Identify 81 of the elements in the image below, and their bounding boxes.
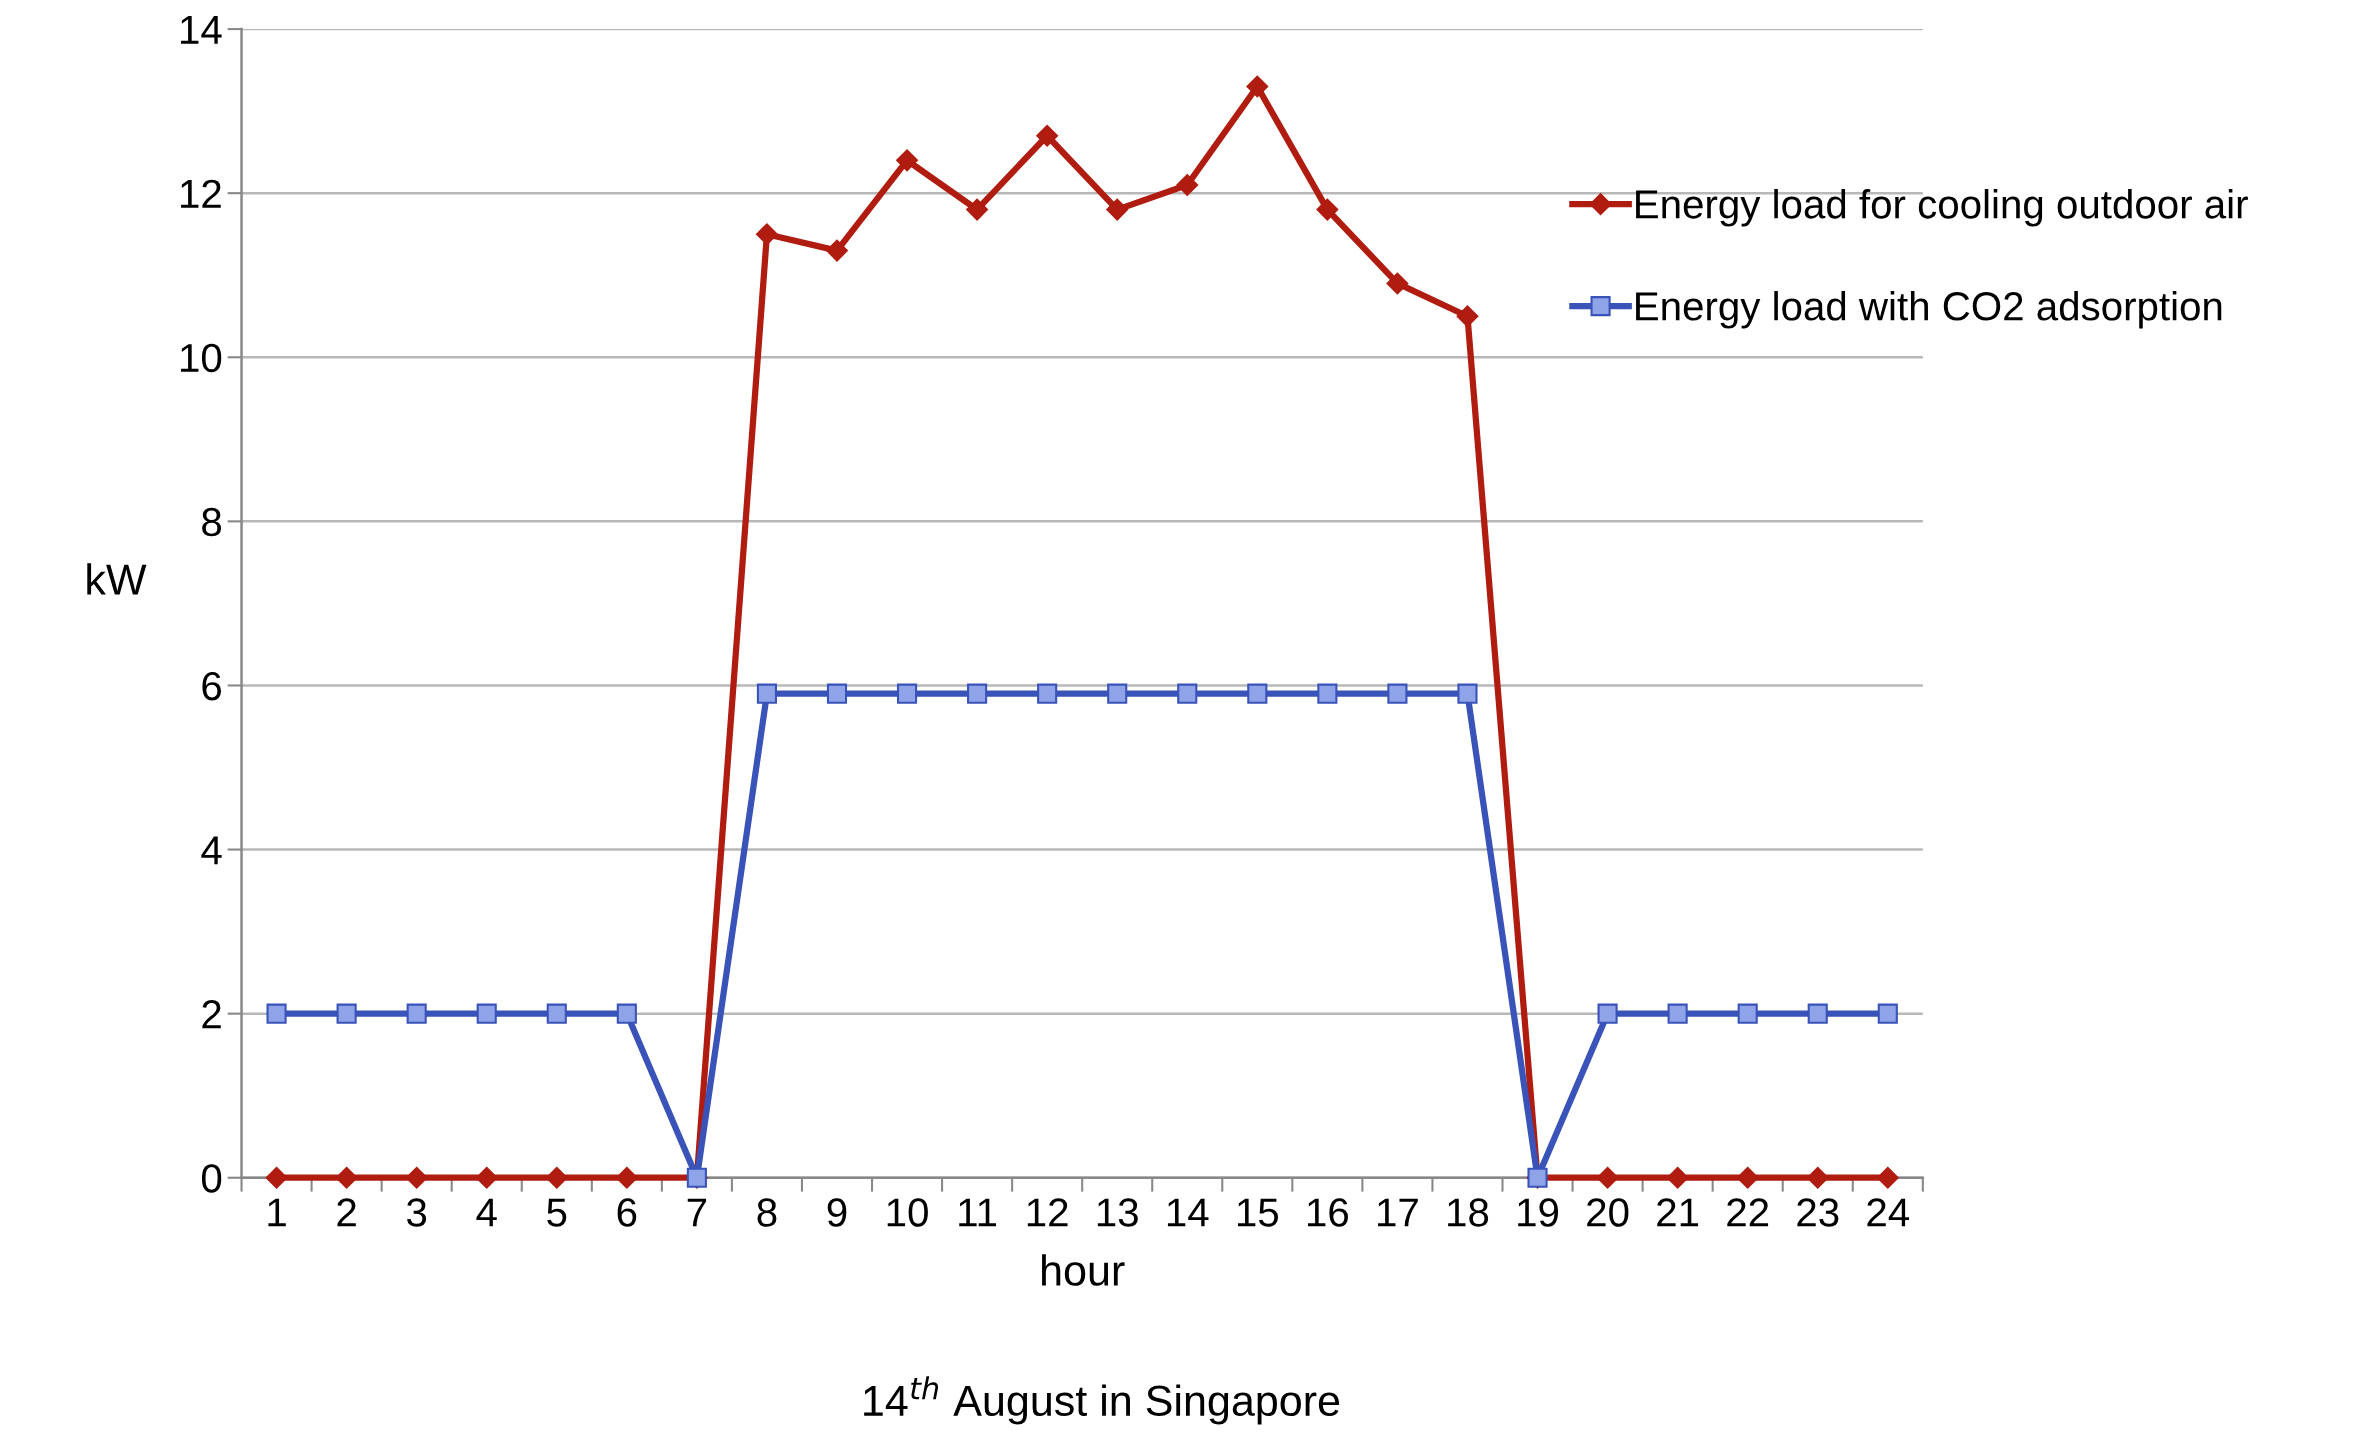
point xyxy=(335,1166,358,1189)
point xyxy=(1737,1003,1758,1024)
x-tick-label: 2 xyxy=(337,1198,356,1227)
x-tick-label: 21 xyxy=(1657,1198,1699,1227)
point xyxy=(896,149,918,172)
point xyxy=(1666,1166,1689,1189)
y-tick-label: 2 xyxy=(202,1000,221,1029)
x-tick-label: 14 xyxy=(1167,1198,1209,1227)
point xyxy=(475,1166,498,1189)
point xyxy=(1876,1166,1899,1189)
x-tick-label: 23 xyxy=(1797,1198,1839,1227)
point xyxy=(967,683,988,704)
x-tick-label: 20 xyxy=(1587,1198,1629,1227)
point xyxy=(406,1003,427,1024)
x-tick-label: 19 xyxy=(1518,1198,1559,1227)
x-tick-label: 11 xyxy=(959,1198,997,1227)
point xyxy=(1316,198,1339,221)
point xyxy=(1317,683,1338,704)
point xyxy=(616,1003,637,1024)
point xyxy=(1597,1003,1618,1024)
point xyxy=(615,1166,638,1189)
point xyxy=(265,1166,288,1189)
x-tick-label: 12 xyxy=(1027,1198,1068,1227)
point xyxy=(1106,198,1129,221)
x-tick-label: 15 xyxy=(1237,1198,1279,1227)
point xyxy=(405,1166,428,1189)
x-tick-label: 3 xyxy=(407,1198,427,1227)
point xyxy=(546,1003,567,1024)
point xyxy=(266,1003,287,1024)
y-tick-label: 10 xyxy=(181,343,222,373)
x-tick-label: 18 xyxy=(1448,1198,1489,1227)
point xyxy=(826,239,848,262)
x-tick-label: 6 xyxy=(617,1198,637,1227)
x-tick-label: 1 xyxy=(268,1198,286,1227)
point xyxy=(1176,174,1199,196)
y-tick-label: 12 xyxy=(181,179,221,208)
x-axis-title: hour xyxy=(1042,1254,1125,1286)
y-tick-label: 14 xyxy=(181,15,222,44)
point xyxy=(1807,1003,1828,1024)
point xyxy=(1387,683,1408,704)
point xyxy=(1596,1166,1619,1189)
text: 14$^{th}$ August in Singapore xyxy=(864,1376,1340,1425)
point xyxy=(1386,272,1409,295)
x-tick-label: 16 xyxy=(1308,1198,1348,1227)
point xyxy=(336,1003,357,1024)
x-tick-label: 24 xyxy=(1867,1198,1910,1227)
point xyxy=(1877,1003,1898,1024)
point xyxy=(1457,683,1478,704)
y-tick-label: 8 xyxy=(202,507,222,537)
point xyxy=(756,683,777,704)
x-tick-label: 10 xyxy=(887,1198,928,1227)
x-tick-label: 7 xyxy=(687,1198,707,1227)
point xyxy=(1736,1166,1759,1189)
point xyxy=(476,1003,497,1024)
point xyxy=(1667,1003,1688,1024)
point xyxy=(1806,1166,1829,1189)
y-tick-label: 4 xyxy=(201,836,222,865)
y-axis-title: kW xyxy=(87,563,147,595)
y-tick-label: 6 xyxy=(202,671,222,701)
point xyxy=(1036,124,1059,147)
point xyxy=(1177,683,1198,704)
point xyxy=(896,683,918,704)
x-tick-label: 4 xyxy=(476,1198,497,1227)
x-tick-label: 17 xyxy=(1378,1198,1418,1227)
x-tick-label: 8 xyxy=(757,1198,777,1227)
point xyxy=(756,223,778,246)
point xyxy=(966,198,988,221)
point xyxy=(1247,683,1268,704)
point xyxy=(826,683,848,704)
y-tick-label: 0 xyxy=(201,1164,222,1193)
x-tick-label: 13 xyxy=(1097,1198,1138,1227)
x-tick-label: 5 xyxy=(547,1198,567,1227)
point xyxy=(1107,683,1128,704)
point xyxy=(1246,75,1269,98)
point xyxy=(1456,305,1479,328)
point xyxy=(1037,683,1058,704)
x-tick-label: 9 xyxy=(827,1198,847,1227)
legend-label: Energy load with CO2 adsorption xyxy=(1636,291,2222,329)
x-tick-label: 22 xyxy=(1727,1198,1769,1227)
legend-label: Energy load for cooling outdoor air xyxy=(1636,189,2248,227)
point xyxy=(545,1166,568,1189)
